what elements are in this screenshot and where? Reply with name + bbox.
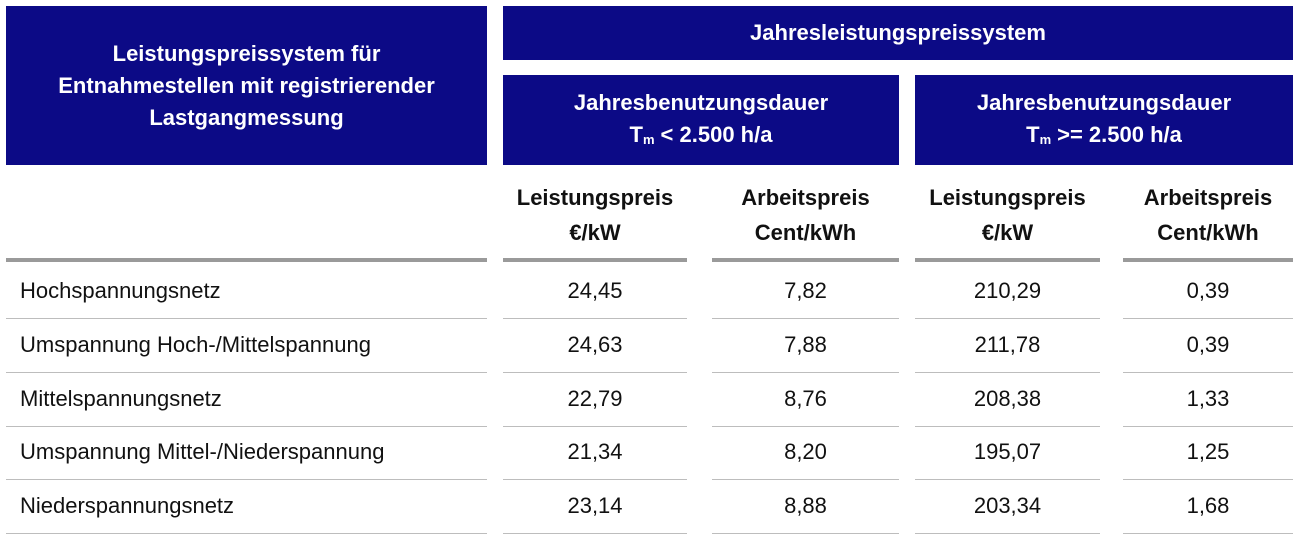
price-cell: 1,33 [1186, 385, 1230, 411]
symbol: T [1026, 121, 1040, 147]
price-cell: 0,39 [1186, 278, 1230, 303]
column-header: Leistungspreis €/kW [900, 180, 1115, 250]
group-header: Jahresleistungspreissystem [503, 6, 1293, 60]
row-rule [1123, 371, 1293, 373]
column-header-line: Cent/kWh [1157, 220, 1259, 245]
header-rule [1123, 258, 1293, 262]
row-rule [915, 318, 1100, 319]
column-header-line: Arbeitspreis [741, 185, 870, 210]
column-header-line: Cent/kWh [754, 220, 857, 245]
left-header: Leistungspreissystem für Entnahmestellen… [6, 6, 487, 165]
row-rule [6, 425, 487, 427]
price-cell: 24,45 [567, 278, 623, 303]
row-rule [712, 425, 899, 427]
row-rule [915, 479, 1100, 481]
price-cell: 22,79 [567, 385, 623, 411]
row-rule [503, 425, 687, 427]
row-rule [6, 533, 487, 535]
row-rule [712, 533, 899, 535]
row-rule [915, 533, 1100, 535]
row-rule [712, 479, 899, 481]
row-rule [503, 371, 687, 373]
row-rule [915, 425, 1100, 427]
subgroup-header: Jahresbenutzungsdauer Tm >= 2.500 h/a [915, 75, 1293, 165]
column-header: Leistungspreis €/kW [488, 180, 702, 250]
price-cell: 7,82 [784, 278, 827, 303]
row-rule [6, 318, 487, 319]
column-header: Arbeitspreis Cent/kWh [697, 180, 914, 250]
price-cell: 8,20 [784, 439, 827, 465]
subgroup-header: Jahresbenutzungsdauer Tm < 2.500 h/a [503, 75, 899, 165]
column-header-line: Leistungspreis [516, 185, 674, 210]
row-rule [712, 318, 899, 319]
price-cell: 211,78 [974, 331, 1041, 357]
subgroup-condition-line: Tm >= 2.500 h/a [1026, 119, 1182, 154]
subgroup-condition-line: Tm < 2.500 h/a [630, 119, 773, 154]
row-rule [503, 533, 687, 535]
row-label: Niederspannungsnetz [20, 493, 235, 519]
subscript: m [642, 131, 655, 147]
row-rule [6, 479, 487, 481]
price-cell: 208,38 [973, 385, 1042, 411]
price-cell: 203,34 [973, 493, 1042, 519]
column-header-line: Leistungspreis [929, 185, 1086, 210]
row-label: Umspannung Mittel-/Niederspannung [20, 439, 385, 465]
header-line: Lastgangmessung [149, 104, 344, 130]
price-cell: 24,63 [567, 331, 623, 357]
row-rule [712, 371, 899, 373]
header-rule [712, 258, 899, 262]
row-rule [503, 318, 687, 319]
subscript: m [1039, 131, 1052, 147]
row-rule [1123, 318, 1293, 319]
row-rule [1123, 479, 1293, 481]
subgroup-title: Jahresbenutzungsdauer [573, 89, 829, 115]
header-rule [503, 258, 687, 262]
row-rule [1123, 425, 1293, 427]
header-line: Entnahmestellen mit registrierender [58, 72, 435, 98]
column-header-line: €/kW [569, 220, 621, 245]
price-cell: 210,29 [973, 278, 1042, 303]
price-cell: 1,68 [1186, 493, 1230, 519]
row-rule [1123, 533, 1293, 535]
row-rule [503, 479, 687, 481]
price-cell: 8,88 [784, 493, 827, 519]
header-rule [6, 258, 487, 262]
column-header: Arbeitspreis Cent/kWh [1108, 180, 1300, 250]
column-header-line: Arbeitspreis [1143, 185, 1273, 210]
row-label: Mittelspannungsnetz [20, 385, 222, 411]
header-rule [915, 258, 1100, 262]
condition: >= 2.500 h/a [1057, 121, 1182, 147]
row-rule [915, 371, 1100, 373]
symbol: T [629, 121, 643, 147]
row-rule [6, 371, 487, 373]
column-header-line: €/kW [981, 220, 1034, 245]
group-title: Jahresleistungspreissystem [750, 20, 1046, 45]
row-label: Hochspannungsnetz [20, 278, 221, 303]
price-cell: 8,76 [784, 385, 827, 411]
price-cell: 23,14 [567, 493, 623, 519]
header-line: Leistungspreissystem für [112, 40, 381, 66]
price-cell: 7,88 [784, 331, 827, 357]
condition: < 2.500 h/a [660, 121, 773, 147]
row-label: Umspannung Hoch-/Mittelspannung [20, 331, 371, 357]
price-cell: 1,25 [1186, 439, 1230, 465]
price-cell: 21,34 [567, 439, 623, 465]
price-cell: 195,07 [973, 439, 1042, 465]
price-cell: 0,39 [1186, 331, 1230, 357]
subgroup-title: Jahresbenutzungsdauer [976, 89, 1232, 115]
